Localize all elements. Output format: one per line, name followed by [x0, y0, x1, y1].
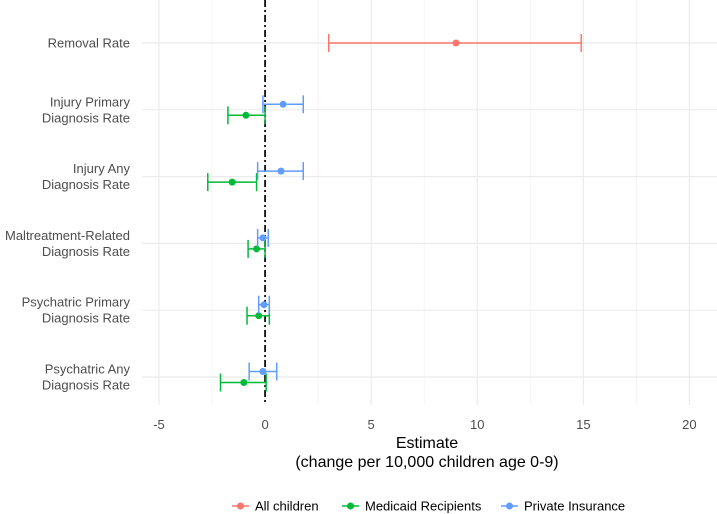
- x-axis-ticks: -5 0 5 10 15 20: [153, 417, 696, 432]
- estimate-mark: [256, 228, 269, 247]
- category-label: Diagnosis Rate: [42, 244, 130, 259]
- legend-label: All children: [255, 499, 319, 514]
- point-estimate: [279, 100, 287, 108]
- estimate-mark: [257, 295, 271, 314]
- horizontal-grid: [142, 42, 717, 378]
- estimate-mark: [219, 373, 267, 392]
- category-label: Diagnosis Rate: [42, 311, 130, 326]
- minor-grid: [211, 0, 637, 405]
- panel-background: [142, 0, 717, 405]
- category-label: Injury Any: [73, 161, 131, 176]
- category-label: Diagnosis Rate: [42, 177, 130, 192]
- x-tick-label: 15: [576, 417, 590, 432]
- estimate-marks: [207, 34, 582, 392]
- x-tick-label: 20: [682, 417, 696, 432]
- legend-item: Medicaid Recipients: [342, 499, 482, 514]
- point-estimate: [255, 312, 263, 320]
- legend-item: All children: [232, 499, 319, 514]
- legend-label: Medicaid Recipients: [365, 499, 482, 514]
- x-tick-label: 5: [368, 417, 375, 432]
- legend-item: Private Insurance: [501, 499, 625, 514]
- category-label: Removal Rate: [48, 36, 130, 51]
- category-label: Diagnosis Rate: [42, 378, 130, 393]
- major-grid: [158, 0, 691, 405]
- estimate-mark: [247, 239, 266, 258]
- point-estimate: [260, 301, 268, 309]
- category-label: Maltreatment-Related: [5, 228, 130, 243]
- estimate-mark: [227, 106, 266, 125]
- legend: All children Medicaid Recipients Private I…: [232, 499, 625, 514]
- x-axis-title-line2: (change per 10,000 children age 0-9): [295, 454, 558, 471]
- category-label: Psychatric Any: [45, 362, 131, 377]
- category-label: Diagnosis Rate: [42, 110, 130, 125]
- estimate-mark: [327, 34, 582, 52]
- x-axis-title-line1: Estimate: [396, 435, 458, 452]
- x-tick-label: 10: [470, 417, 484, 432]
- point-estimate: [242, 111, 250, 119]
- category-label: Injury Primary: [50, 94, 131, 109]
- estimate-mark: [248, 362, 278, 381]
- category-label: Psychatric Primary: [22, 295, 131, 310]
- point-estimate: [228, 178, 236, 186]
- legend-key-point: [237, 502, 244, 510]
- legend-key-point: [347, 502, 354, 510]
- estimate-mark: [256, 162, 305, 181]
- x-tick-label: 0: [261, 417, 268, 432]
- point-estimate: [452, 39, 460, 47]
- point-estimate: [259, 368, 267, 375]
- legend-key-point: [506, 502, 513, 510]
- x-tick-label: -5: [153, 417, 165, 432]
- legend-label: Private Insurance: [524, 499, 625, 514]
- point-estimate: [240, 379, 248, 386]
- point-estimate: [253, 245, 261, 253]
- estimate-mark: [262, 95, 305, 114]
- estimate-mark: [207, 173, 258, 192]
- point-estimate: [277, 167, 285, 175]
- point-estimate: [259, 234, 267, 242]
